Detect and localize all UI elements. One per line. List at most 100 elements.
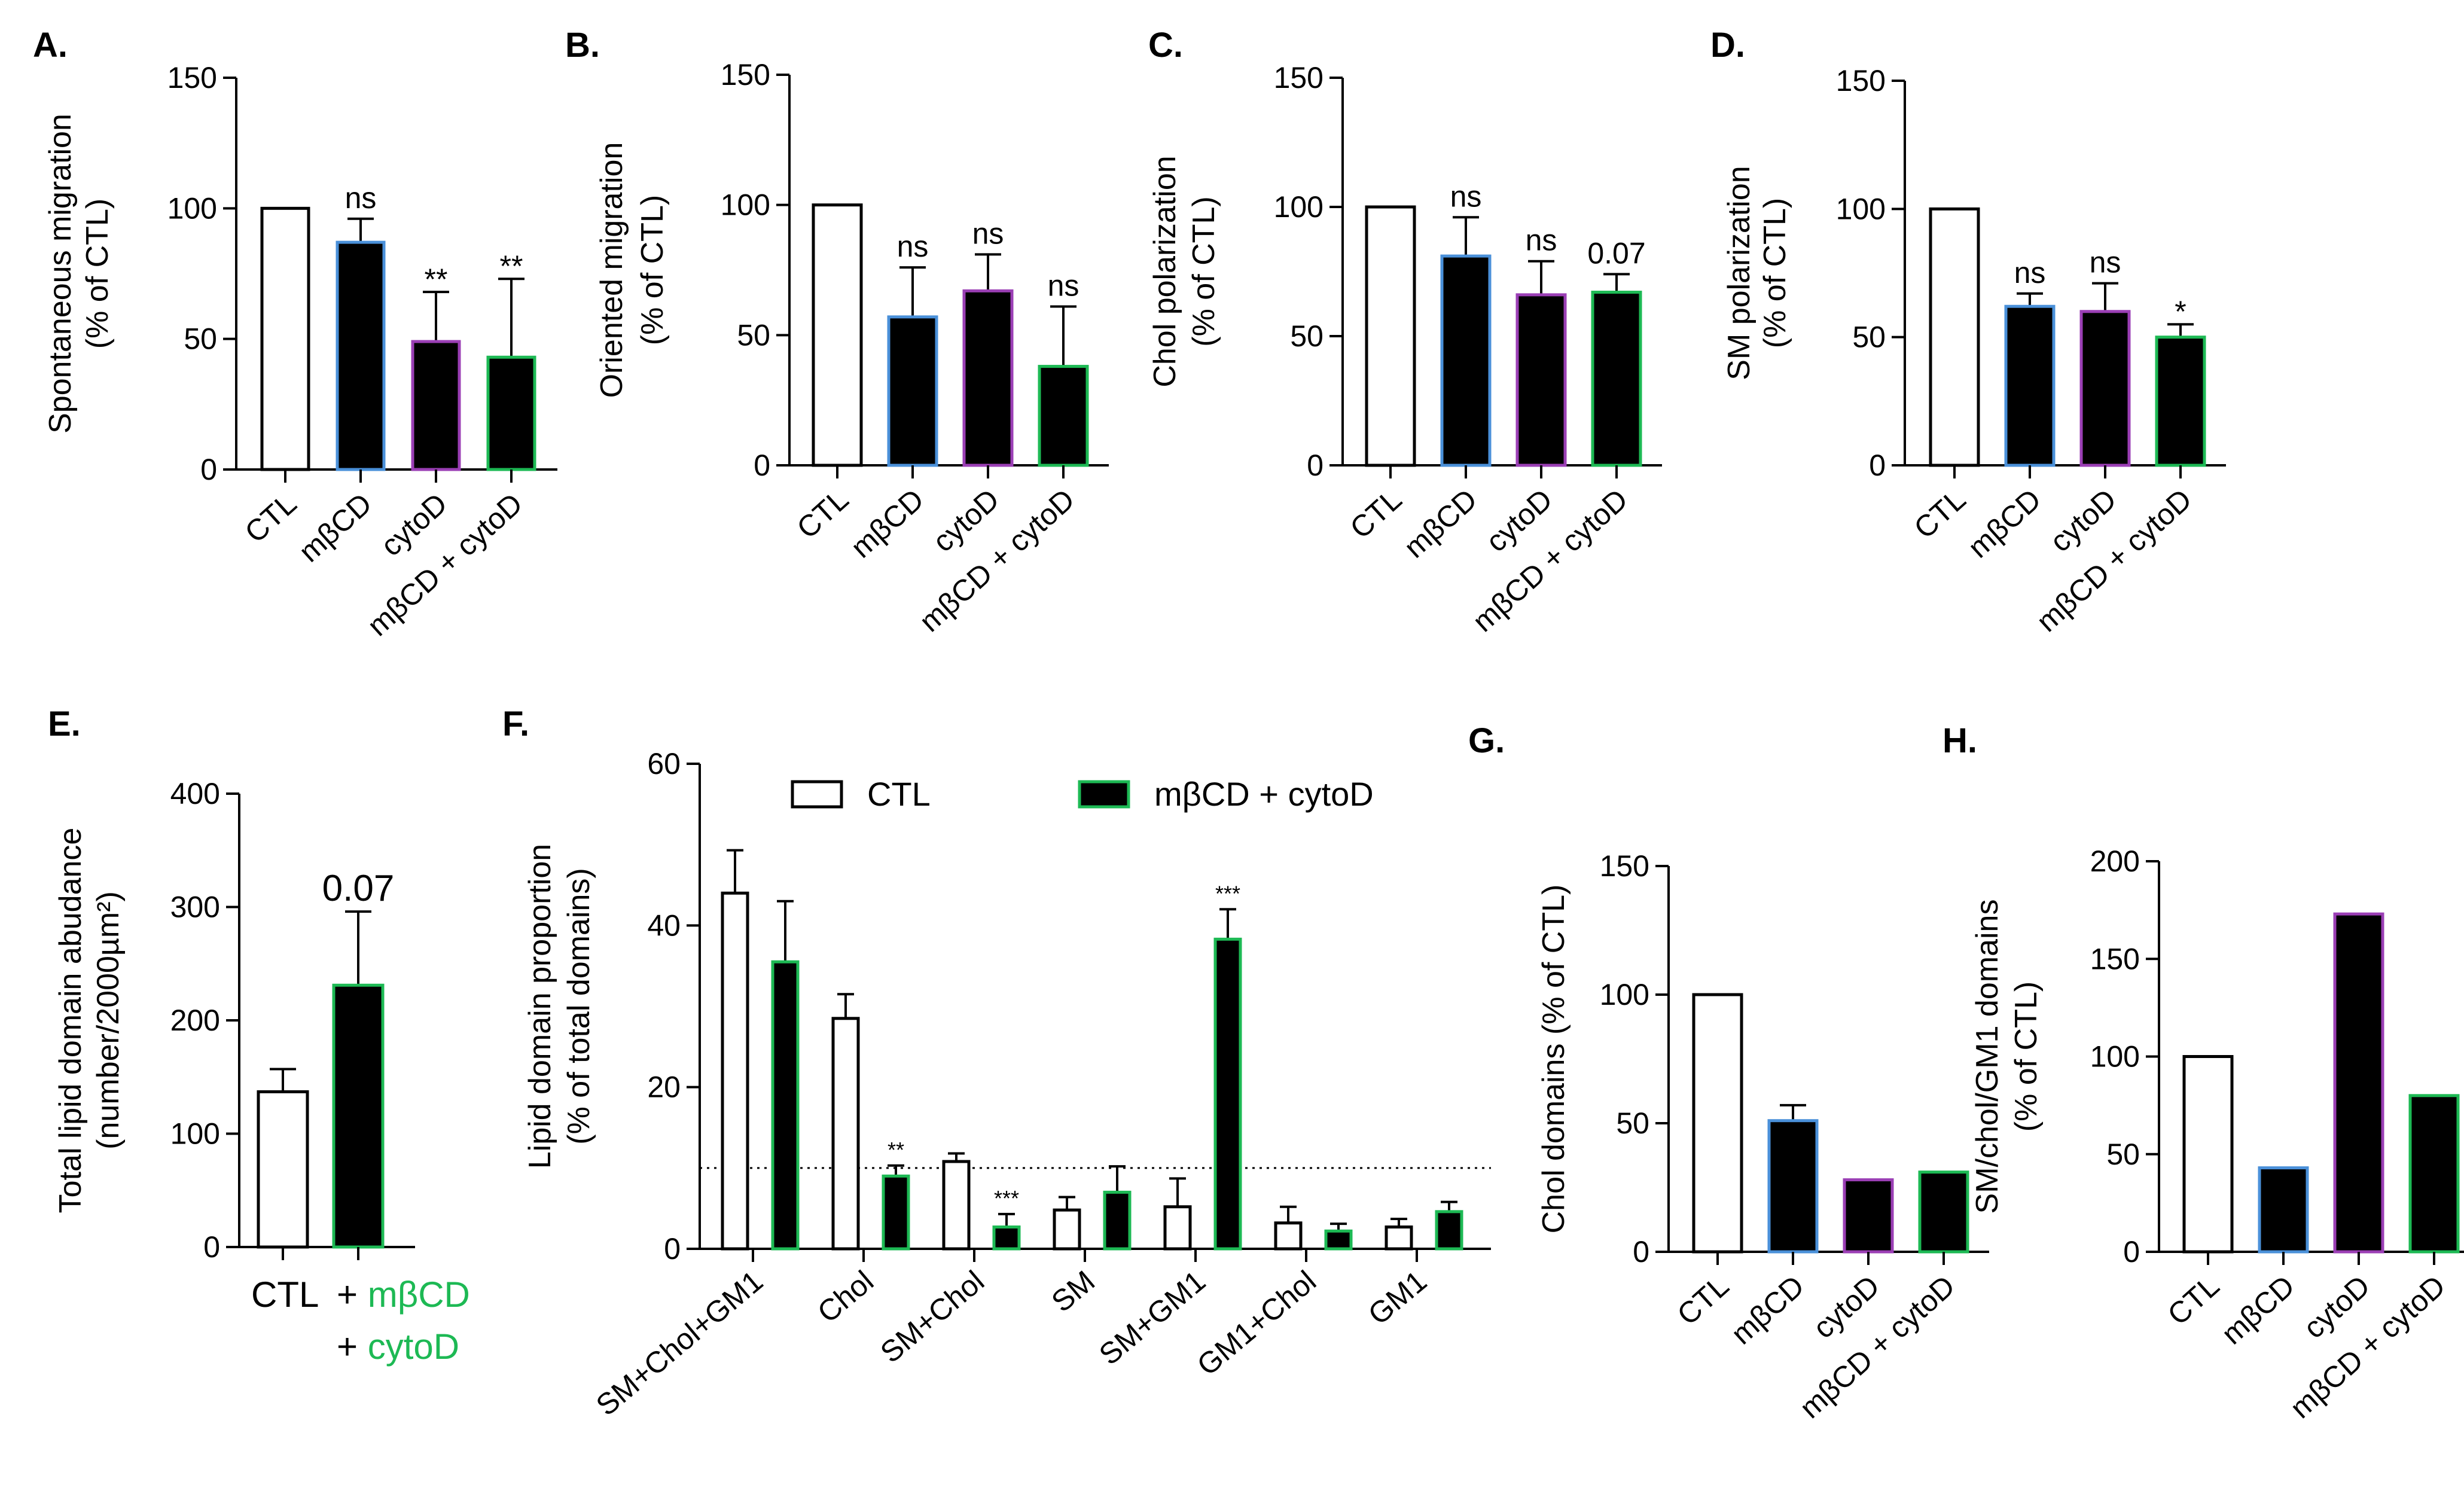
significance-label: ns bbox=[2090, 246, 2121, 279]
significance-label: ** bbox=[425, 263, 448, 296]
bar-treated bbox=[1103, 1190, 1132, 1251]
significance-label: ns bbox=[1526, 224, 1557, 257]
panel-label: H. bbox=[1942, 721, 1977, 760]
bar-treated-2 bbox=[411, 340, 461, 471]
panel-d: D. 0 50 100 150 SM polarization (% of CTL) ns ns… bbox=[1710, 26, 2226, 638]
category-label: mβCD bbox=[1962, 483, 2047, 565]
y-tick-label: 150 bbox=[1836, 64, 1886, 97]
y-tick-label: 50 bbox=[1852, 321, 1886, 354]
panel-label: D. bbox=[1710, 26, 1745, 65]
y-axis-label: Spontaneous migration bbox=[43, 114, 78, 434]
category-label: SM+Chol bbox=[874, 1264, 990, 1370]
bar-treated-3 bbox=[2155, 336, 2206, 467]
category-label: mβCD bbox=[1398, 483, 1483, 565]
panel-label: B. bbox=[565, 26, 600, 65]
bar-treated-1 bbox=[336, 240, 386, 471]
bar-treated bbox=[1324, 1229, 1353, 1251]
category-label: GM1 bbox=[1362, 1264, 1433, 1332]
category-label: + mβCD bbox=[337, 1275, 470, 1315]
bar-ctl bbox=[942, 1160, 971, 1251]
significance-label: ns bbox=[1450, 179, 1482, 213]
significance-label: *** bbox=[994, 1186, 1019, 1211]
y-tick-label: 100 bbox=[2090, 1040, 2140, 1074]
y-tick-label: 0 bbox=[200, 453, 217, 486]
panel-label: G. bbox=[1468, 721, 1505, 760]
panel-g: G. 0 50 100 150 Chol domains (% of CTL) CTLmβC… bbox=[1468, 721, 1989, 1425]
y-tick-label: 0 bbox=[1307, 449, 1324, 482]
panel-label: F. bbox=[502, 705, 529, 743]
panel-label: C. bbox=[1148, 26, 1183, 65]
bar-treated-2 bbox=[2079, 310, 2131, 467]
bar-treated bbox=[992, 1225, 1021, 1251]
bar-ctl bbox=[257, 1090, 309, 1249]
significance-label: ns bbox=[897, 230, 929, 263]
legend-swatch-treated bbox=[1078, 780, 1130, 809]
y-tick-label: 100 bbox=[1836, 192, 1886, 225]
y-axis-label: Chol polarization bbox=[1148, 156, 1182, 387]
category-label: mβCD bbox=[844, 483, 930, 565]
bar-treated-1 bbox=[2004, 304, 2056, 467]
y-tick-label: 100 bbox=[1274, 190, 1324, 224]
bar-ctl bbox=[812, 203, 863, 467]
category-label: CTL bbox=[251, 1275, 319, 1315]
y-axis-label: (% of CTL) bbox=[80, 199, 115, 349]
panel-b: B. 0 50 100 150 Oriented migration (% of CTL) n… bbox=[565, 26, 1109, 638]
bar-ctl bbox=[1053, 1208, 1081, 1251]
legend-label-ctl: CTL bbox=[867, 775, 931, 813]
y-tick-label: 60 bbox=[647, 747, 681, 781]
bar-treated-3 bbox=[1918, 1170, 1969, 1254]
bar-treated-1 bbox=[1440, 254, 1492, 467]
bar-treated-1 bbox=[332, 983, 385, 1249]
y-tick-label: 100 bbox=[170, 1117, 220, 1151]
bar-ctl bbox=[1163, 1205, 1192, 1251]
category-label: CTL bbox=[239, 487, 303, 550]
bar-treated-2 bbox=[1515, 293, 1567, 467]
category-label: SM bbox=[1045, 1264, 1101, 1319]
panel-a: A. 0 50 100 150 Spontaneous migration (% of CT… bbox=[33, 26, 557, 642]
bar-treated-3 bbox=[1591, 291, 1642, 467]
significance-label: 0.07 bbox=[1587, 236, 1645, 270]
significance-label: *** bbox=[1215, 881, 1240, 906]
y-axis-label: Lipid domain proportion bbox=[523, 844, 557, 1169]
y-tick-label: 150 bbox=[2090, 942, 2140, 975]
significance-label: ** bbox=[500, 249, 523, 283]
category-label: SM+Chol+GM1 bbox=[590, 1264, 769, 1422]
y-tick-label: 150 bbox=[1600, 849, 1649, 883]
category-label: CTL bbox=[1344, 483, 1408, 545]
y-axis-label: (number/2000µm²) bbox=[91, 891, 126, 1150]
y-tick-label: 0 bbox=[664, 1232, 681, 1266]
significance-label: ns bbox=[1048, 269, 1079, 302]
category-label-green: mβCD bbox=[368, 1275, 470, 1315]
panel-e: E. 0 100 200 300 400 Total lipid domain abudan… bbox=[48, 705, 470, 1367]
bar-ctl bbox=[1365, 205, 1416, 467]
bar-treated-2 bbox=[962, 289, 1014, 467]
significance-label: ns bbox=[2014, 256, 2046, 289]
bar-ctl bbox=[721, 891, 749, 1251]
bar-treated bbox=[771, 960, 800, 1251]
bar-ctl bbox=[831, 1017, 860, 1251]
legend-label-treated: mβCD + cytoD bbox=[1154, 775, 1374, 813]
y-axis-label: Oriented migration bbox=[594, 142, 629, 398]
y-tick-label: 0 bbox=[1633, 1235, 1649, 1269]
y-axis-label: (% of CTL) bbox=[2009, 981, 2044, 1132]
y-tick-label: 0 bbox=[2123, 1235, 2140, 1269]
category-label: mβCD bbox=[292, 487, 378, 569]
significance-label: * bbox=[2175, 295, 2186, 328]
y-tick-label: 0 bbox=[754, 449, 770, 482]
bar-ctl bbox=[1274, 1221, 1303, 1251]
y-axis-label: Total lipid domain abudance bbox=[53, 828, 88, 1214]
bar-treated-3 bbox=[1038, 365, 1089, 467]
legend-swatch-ctl bbox=[791, 780, 843, 809]
significance-label: ns bbox=[345, 181, 377, 215]
y-tick-label: 200 bbox=[170, 1004, 220, 1037]
bar-ctl bbox=[2182, 1055, 2234, 1254]
bar-treated-1 bbox=[887, 315, 938, 467]
significance-label: ns bbox=[972, 217, 1004, 250]
panel-label: E. bbox=[48, 705, 81, 743]
y-tick-label: 100 bbox=[167, 191, 217, 225]
category-plus: + bbox=[337, 1327, 368, 1367]
bar-treated bbox=[1435, 1210, 1463, 1251]
bar-ctl bbox=[1385, 1225, 1413, 1251]
y-tick-label: 100 bbox=[721, 188, 770, 222]
